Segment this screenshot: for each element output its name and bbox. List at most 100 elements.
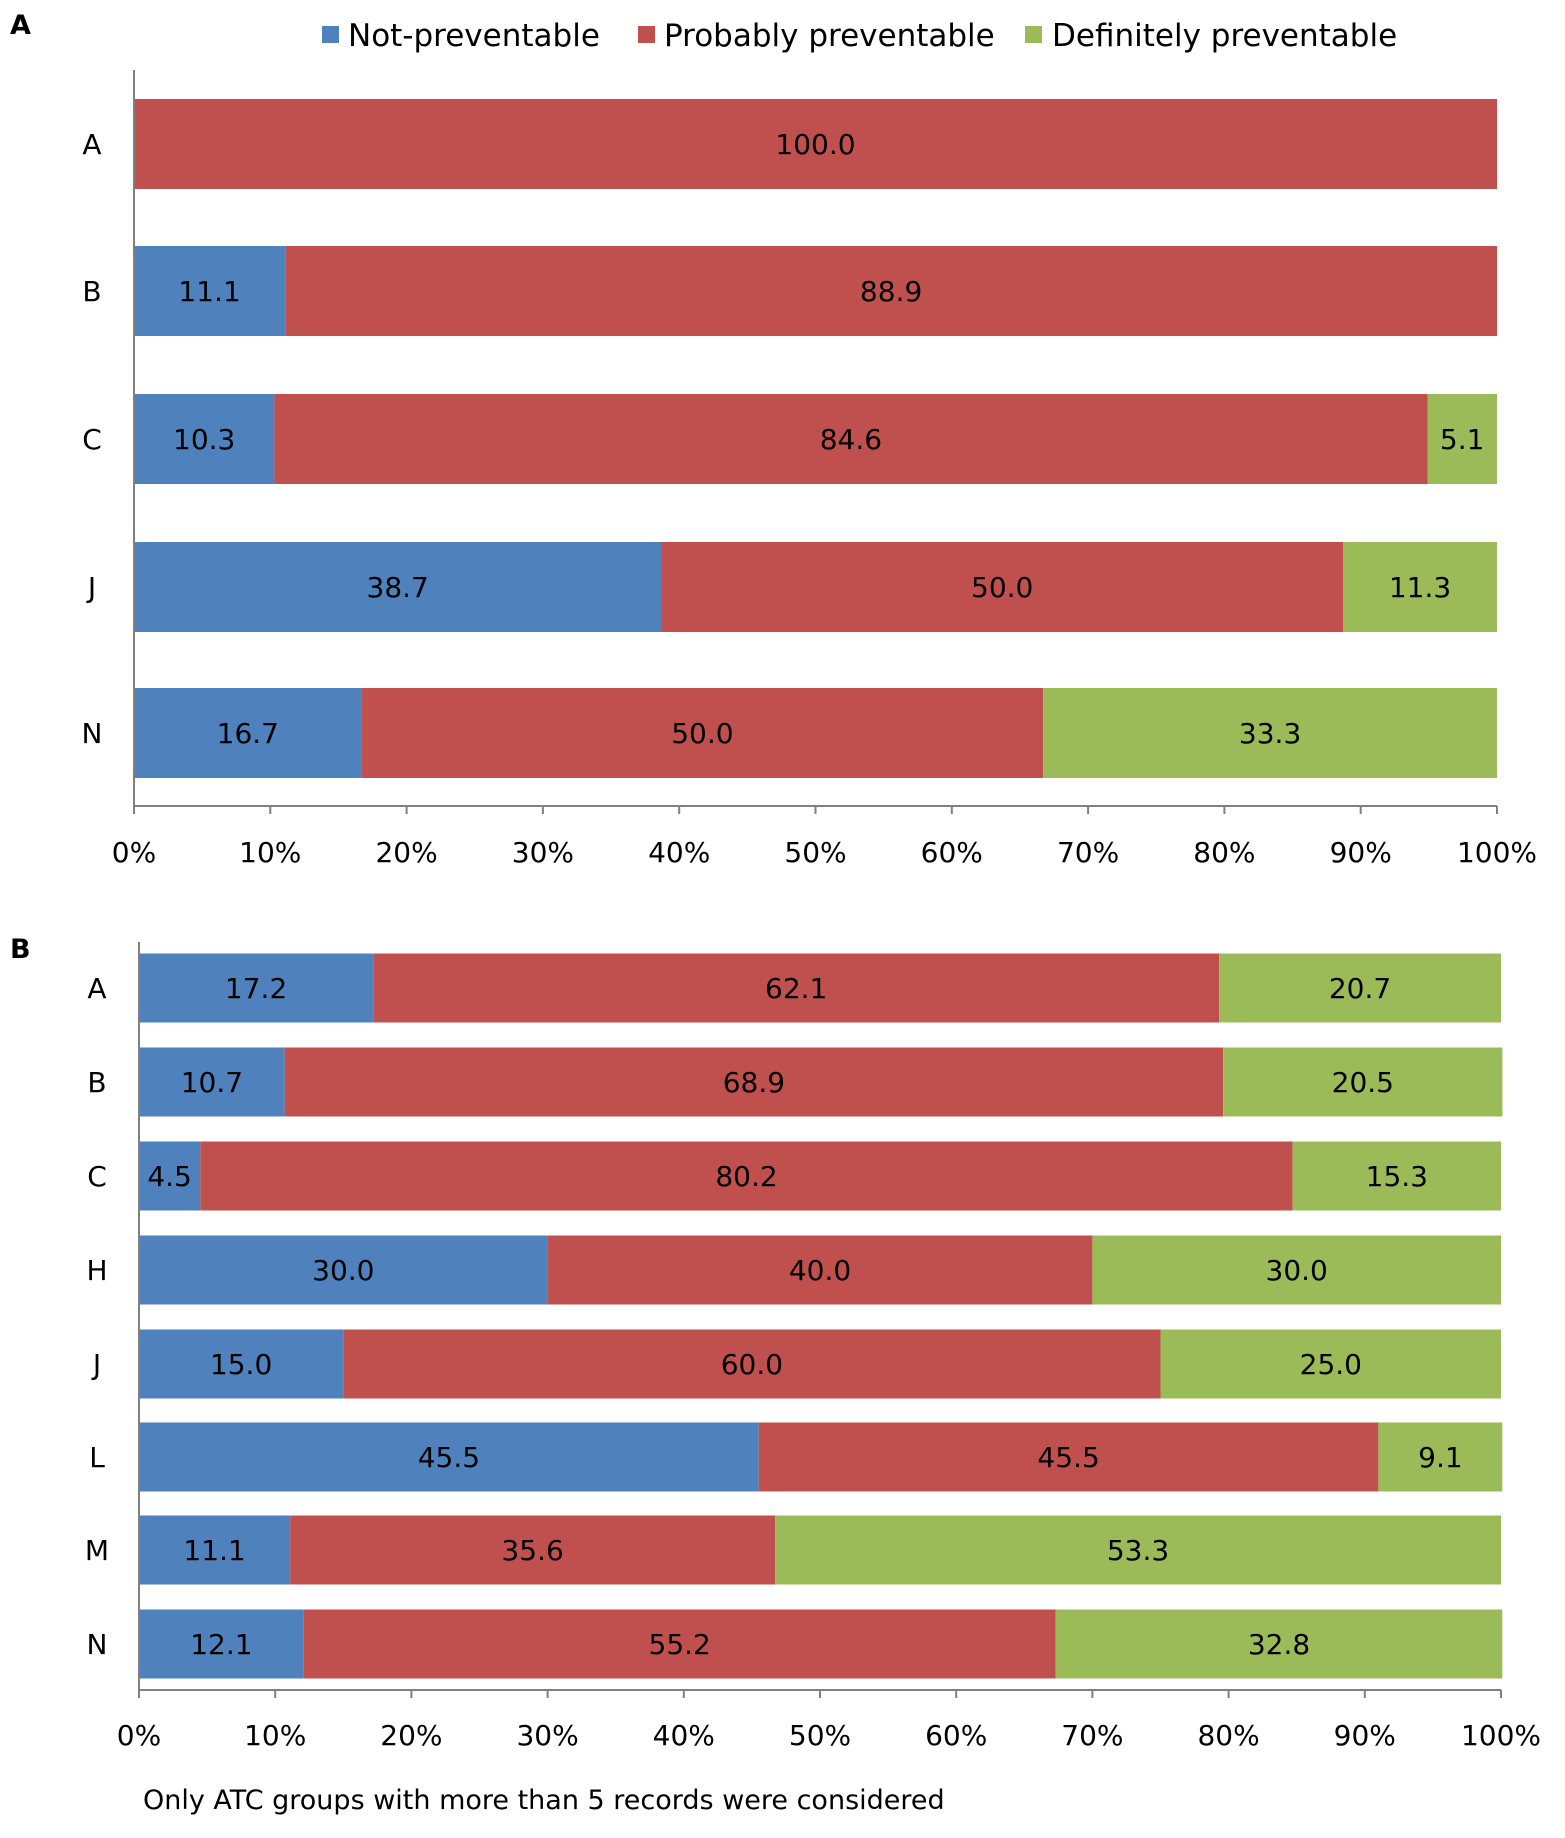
panel-a-bar-a-probably-preventable-label: 100.0	[775, 128, 855, 161]
panel-a-bar-b-probably-preventable-label: 88.9	[860, 275, 922, 308]
panel-b-bar-a-definitely-preventable-label: 20.7	[1329, 972, 1391, 1005]
panel-a-bar-c-definitely-preventable-label: 5.1	[1440, 423, 1485, 456]
panel-b-bar-h-not-preventable	[139, 1235, 548, 1305]
panel-b-bar-j-not-preventable	[139, 1329, 344, 1399]
panel-a-x-tick-label-1: 10%	[239, 836, 301, 869]
panel-b-bar-n-not-preventable-label: 12.1	[190, 1628, 252, 1661]
panel-a-bar-j-not-preventable-label: 38.7	[367, 571, 429, 604]
panel-a-bar-j-definitely-preventable	[1343, 542, 1497, 632]
panel-b-bar-m-not-preventable-label: 11.1	[183, 1534, 245, 1567]
panel-b-bar-j-definitely-preventable	[1160, 1329, 1501, 1399]
panel-b-x-tick-label-9: 90%	[1334, 1719, 1396, 1752]
footnote: Only ATC groups with more than 5 records…	[143, 1785, 945, 1816]
panel-a-category-c: C	[82, 423, 102, 456]
legend: Not-preventable Probably preventable Def…	[322, 18, 1397, 54]
panel-b-category-n: N	[87, 1628, 108, 1661]
panel-a-bar-j-probably-preventable	[661, 542, 1343, 632]
panel-a-category-b: B	[82, 275, 101, 308]
panel-b-bar-c-not-preventable	[139, 1141, 201, 1211]
panel-a-x-tick-label-7: 70%	[1057, 836, 1119, 869]
panel-a-bar-n-definitely-preventable	[1043, 688, 1497, 778]
panel-a-bar-n-probably-preventable	[361, 688, 1044, 778]
panel-b-bar-b-definitely-preventable	[1223, 1047, 1503, 1117]
panel-b-bar-l-definitely-preventable	[1378, 1422, 1503, 1492]
panel-a-x-tick-label-2: 20%	[375, 836, 437, 869]
panel-b-category-a: A	[87, 972, 106, 1005]
panel-b-bar-h-probably-preventable-label: 40.0	[789, 1254, 851, 1287]
panel-b-category-l: L	[89, 1441, 105, 1474]
legend-swatch-definitely-preventable	[1025, 26, 1042, 43]
panel-a-bar-b-probably-preventable	[285, 246, 1497, 336]
legend-swatch-probably-preventable	[638, 26, 655, 43]
panel-b-bar-l-probably-preventable	[758, 1422, 1379, 1492]
legend-swatch-not-preventable	[322, 26, 339, 43]
panel-b-bar-a-probably-preventable	[373, 953, 1220, 1023]
panel-b-category-labels: A B C H J L M N	[85, 972, 109, 1661]
panel-b-bar-j-probably-preventable	[343, 1329, 1161, 1399]
panel-a-x-tick-label-6: 60%	[921, 836, 983, 869]
panel-a-bar-j-definitely-preventable-label: 11.3	[1389, 571, 1451, 604]
panel-b-bar-m-probably-preventable	[290, 1515, 776, 1585]
panel-b-bar-j-not-preventable-label: 15.0	[210, 1348, 272, 1381]
panel-b-category-h: H	[86, 1254, 107, 1287]
panel-b-axes	[138, 942, 1502, 1698]
panel-a-bar-b-not-preventable	[134, 246, 286, 336]
panel-a-category-j: J	[86, 571, 96, 604]
panel-b-bar-b-probably-preventable	[284, 1047, 1224, 1117]
panel-b-x-tick-label-1: 10%	[244, 1719, 306, 1752]
panel-b-category-c: C	[87, 1160, 107, 1193]
panel-b-label: B	[10, 934, 31, 965]
panel-b-bar-c-definitely-preventable-label: 15.3	[1366, 1160, 1428, 1193]
panel-a-bar-c-definitely-preventable	[1427, 394, 1497, 484]
panel-b-bar-n-definitely-preventable-label: 32.8	[1248, 1628, 1310, 1661]
panel-a-x-tick-label-10: 100%	[1457, 836, 1537, 869]
panel-b-bar-m-not-preventable	[139, 1515, 291, 1585]
panel-b-bar-j-probably-preventable-label: 60.0	[721, 1348, 783, 1381]
panel-b-bar-l-not-preventable-label: 45.5	[418, 1441, 480, 1474]
panel-b-bar-a-not-preventable	[139, 953, 374, 1023]
panel-b-bar-h-definitely-preventable-label: 30.0	[1266, 1254, 1328, 1287]
panel-a-bar-n-not-preventable	[134, 688, 362, 778]
panel-a-bar-j-not-preventable	[134, 542, 662, 632]
panel-b-chart: B 17.2 62.1 20.7 10.7 68.9 20.5 4.5 80.2 15.3 30.…	[10, 934, 1541, 1752]
panel-a-x-tick-label-9: 90%	[1330, 836, 1392, 869]
panel-a-x-tick-label-8: 80%	[1193, 836, 1255, 869]
panel-b-x-tick-label-5: 50%	[789, 1719, 851, 1752]
panel-a-bar-n-probably-preventable-label: 50.0	[671, 717, 733, 750]
panel-a-x-tick-labels: 0% 10% 20% 30% 40% 50% 60% 70% 80% 90% 100%	[112, 836, 1537, 869]
panel-b-bar-b-not-preventable	[139, 1047, 285, 1117]
panel-a-bars: 100.0 11.1 88.9 10.3 84.6 5.1 38.7 50.0 11.3 16.7…	[134, 99, 1497, 778]
panel-a-label: A	[10, 10, 31, 41]
panel-b-x-tick-labels: 0% 10% 20% 30% 40% 50% 60% 70% 80% 90% 100%	[117, 1719, 1541, 1752]
panel-b-category-j: J	[91, 1348, 101, 1381]
panel-b-bar-a-probably-preventable-label: 62.1	[765, 972, 827, 1005]
panel-a-bar-n-definitely-preventable-label: 33.3	[1239, 717, 1301, 750]
panel-b-x-tick-label-10: 100%	[1461, 1719, 1541, 1752]
panel-a-bar-a-probably-preventable	[134, 99, 1497, 189]
panel-b-bar-l-definitely-preventable-label: 9.1	[1418, 1441, 1463, 1474]
panel-b-category-m: M	[85, 1534, 109, 1567]
panel-a-category-n: N	[82, 717, 103, 750]
panel-b-bar-n-probably-preventable-label: 55.2	[649, 1628, 711, 1661]
panel-b-x-tick-label-3: 30%	[516, 1719, 578, 1752]
panel-a-bar-j-probably-preventable-label: 50.0	[971, 571, 1033, 604]
panel-b-bar-m-probably-preventable-label: 35.6	[501, 1534, 563, 1567]
panel-b-bar-b-not-preventable-label: 10.7	[181, 1066, 243, 1099]
panel-a-category-a: A	[82, 128, 101, 161]
panel-b-bar-c-definitely-preventable	[1292, 1141, 1501, 1211]
panel-b-bars: 17.2 62.1 20.7 10.7 68.9 20.5 4.5 80.2 15.3 30.0 4…	[139, 953, 1503, 1679]
legend-label-definitely-preventable: Definitely preventable	[1052, 18, 1397, 54]
panel-b-x-tick-label-4: 40%	[653, 1719, 715, 1752]
panel-b-x-tick-label-8: 80%	[1197, 1719, 1259, 1752]
panel-b-bar-a-not-preventable-label: 17.2	[225, 972, 287, 1005]
panel-a-chart: A 100.0 11.1 88.9 10.3 84.6 5.1 38.7 50.0 11.3 16…	[10, 10, 1537, 869]
panel-a-x-tick-label-3: 30%	[512, 836, 574, 869]
legend-label-not-preventable: Not-preventable	[348, 18, 600, 54]
panel-b-x-tick-label-7: 70%	[1061, 1719, 1123, 1752]
panel-b-bar-m-definitely-preventable-label: 53.3	[1107, 1534, 1169, 1567]
panel-a-bar-c-not-preventable	[134, 394, 275, 484]
panel-b-bar-h-probably-preventable	[547, 1235, 1093, 1305]
legend-label-probably-preventable: Probably preventable	[664, 18, 995, 54]
panel-b-bar-m-definitely-preventable	[775, 1515, 1501, 1585]
panel-b-x-tick-label-0: 0%	[117, 1719, 161, 1752]
